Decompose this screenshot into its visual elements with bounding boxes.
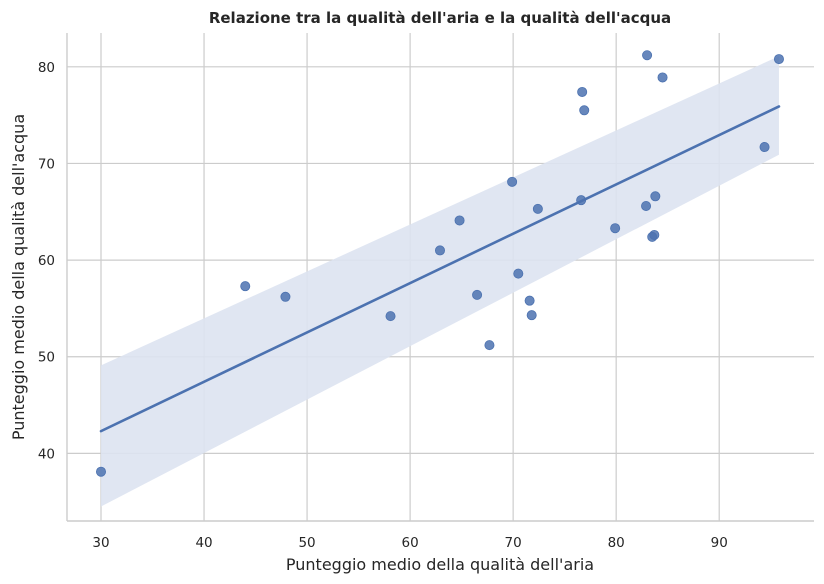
data-point	[649, 229, 660, 240]
data-point	[579, 105, 590, 116]
chart-title: Relazione tra la qualità dell'aria e la …	[209, 9, 671, 27]
data-point	[532, 203, 543, 214]
data-points	[96, 50, 784, 477]
data-point	[472, 289, 483, 300]
y-tick-label: 70	[38, 156, 55, 172]
data-point	[385, 311, 396, 322]
data-point	[484, 340, 495, 351]
y-axis-title: Punteggio medio della qualità dell'acqua	[9, 114, 28, 440]
data-point	[650, 191, 661, 202]
x-tick-label: 70	[505, 535, 522, 551]
data-point	[773, 54, 784, 65]
confidence-band	[101, 56, 779, 507]
x-tick-label: 90	[711, 535, 728, 551]
data-point	[280, 291, 291, 302]
data-point	[576, 195, 587, 206]
data-point	[434, 245, 445, 256]
data-point	[96, 466, 107, 477]
x-tick-labels: 30 40 50 60 70 80 90	[92, 535, 727, 551]
data-point	[657, 72, 668, 83]
data-point	[526, 310, 537, 321]
y-tick-label: 40	[38, 446, 55, 462]
x-tick-label: 30	[92, 535, 109, 551]
data-point	[454, 215, 465, 226]
data-point	[240, 281, 251, 292]
x-axis-title: Punteggio medio della qualità dell'aria	[286, 555, 594, 574]
data-point	[610, 223, 621, 234]
x-tick-label: 60	[402, 535, 419, 551]
data-point	[513, 268, 524, 279]
y-tick-labels: 40 50 60 70 80	[38, 60, 55, 463]
axes	[66, 33, 814, 522]
data-point	[642, 50, 653, 61]
x-tick-label: 50	[298, 535, 315, 551]
x-tick-label: 40	[195, 535, 212, 551]
data-point	[641, 200, 652, 211]
y-tick-label: 60	[38, 253, 55, 269]
regression-line-group	[99, 105, 781, 433]
data-point	[507, 176, 518, 187]
y-tick-label: 80	[38, 60, 55, 76]
y-tick-label: 50	[38, 350, 55, 366]
data-point	[524, 295, 535, 306]
confidence-band-area	[101, 56, 779, 507]
data-point	[759, 142, 770, 153]
regression-line	[99, 105, 781, 433]
data-point	[577, 86, 588, 97]
x-tick-label: 80	[608, 535, 625, 551]
